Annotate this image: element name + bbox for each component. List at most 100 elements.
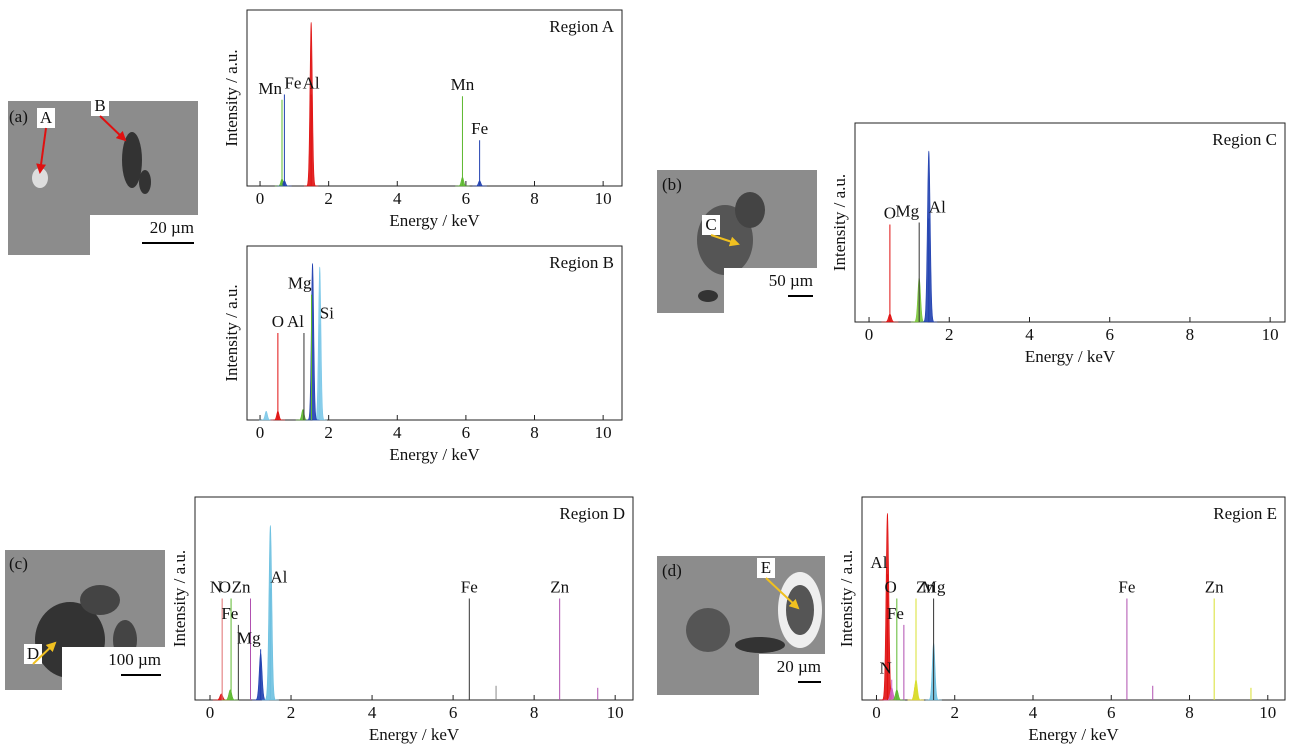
element-label: O	[219, 578, 231, 597]
element-label: Al	[270, 567, 287, 586]
x-tick-label: 4	[1029, 703, 1038, 722]
x-tick-label: 8	[1185, 703, 1194, 722]
element-label: N	[210, 578, 222, 597]
x-axis-label: Energy / keV	[1025, 347, 1116, 366]
element-label: Zn	[550, 578, 569, 597]
x-tick-label: 2	[324, 423, 333, 442]
plot-frame	[861, 496, 1286, 701]
x-tick-label: 8	[530, 189, 539, 208]
sem-feature	[735, 637, 785, 653]
panel-label: (a)	[9, 107, 28, 126]
x-tick-label: 6	[1105, 325, 1114, 344]
chart-title: Region D	[559, 504, 625, 523]
marker-arrow	[32, 641, 57, 665]
element-label: Al	[870, 553, 887, 572]
chart-title: Region C	[1212, 130, 1277, 149]
element-label: O	[272, 312, 284, 331]
element-label: Zn	[916, 578, 935, 597]
x-tick-label: 0	[865, 325, 874, 344]
scale-label: 50 µm	[769, 271, 813, 290]
x-axis-label: Energy / keV	[369, 725, 460, 744]
element-label: Fe	[1118, 578, 1135, 597]
x-tick-label: 8	[530, 703, 539, 722]
x-tick-label: 10	[607, 703, 624, 722]
x-tick-label: 2	[324, 189, 333, 208]
x-tick-label: 2	[287, 703, 296, 722]
element-label: Fe	[461, 578, 478, 597]
element-label: Mg	[237, 628, 261, 647]
scale-box	[90, 215, 198, 255]
plot-frame	[246, 245, 623, 421]
spectrum-peak	[295, 409, 311, 421]
element-label: Mg	[922, 578, 946, 597]
element-label: Zn	[1205, 578, 1224, 597]
x-tick-label: 10	[1259, 703, 1276, 722]
chart-title: Region B	[549, 253, 614, 272]
spectrum-peak	[259, 410, 274, 421]
region-marker: A	[40, 108, 53, 127]
region-marker: D	[27, 644, 39, 663]
x-tick-label: 10	[595, 189, 612, 208]
marker-arrow	[99, 115, 127, 142]
scale-box	[724, 268, 817, 313]
x-tick-label: 8	[1186, 325, 1195, 344]
chart-title: Region E	[1213, 504, 1277, 523]
sem-feature	[80, 585, 120, 615]
x-tick-label: 4	[368, 703, 377, 722]
marker-box	[37, 108, 55, 128]
x-tick-label: 2	[945, 325, 954, 344]
region-marker: E	[761, 558, 771, 577]
x-tick-label: 10	[1262, 325, 1279, 344]
marker-arrow	[36, 127, 47, 174]
y-axis-label: Intensity / a.u.	[222, 284, 241, 381]
panel-label: (c)	[9, 554, 28, 573]
y-axis-label: Intensity / a.u.	[222, 49, 241, 146]
element-label: Mn	[258, 79, 282, 98]
element-label: Fe	[471, 119, 488, 138]
plot-frame	[246, 9, 623, 187]
region-marker: B	[94, 96, 105, 115]
panel-label: (d)	[662, 561, 682, 580]
marker-box	[91, 96, 109, 116]
sem-feature	[139, 170, 151, 194]
x-axis-label: Energy / keV	[1028, 725, 1119, 744]
scale-label: 20 µm	[150, 218, 194, 237]
plot-frame	[194, 496, 634, 701]
y-axis-label: Intensity / a.u.	[170, 550, 189, 647]
x-tick-label: 0	[872, 703, 881, 722]
y-axis-label: Intensity / a.u.	[837, 550, 856, 647]
element-label: Fe	[887, 604, 904, 623]
element-label: Al	[929, 198, 946, 217]
marker-arrow	[765, 577, 800, 610]
x-tick-label: 10	[595, 423, 612, 442]
element-label: Al	[287, 312, 304, 331]
scale-box	[62, 647, 165, 690]
x-tick-label: 6	[462, 189, 471, 208]
x-axis-label: Energy / keV	[389, 211, 480, 230]
x-tick-label: 0	[256, 189, 265, 208]
element-label: Al	[303, 73, 320, 92]
x-tick-label: 0	[256, 423, 265, 442]
x-tick-label: 4	[1025, 325, 1034, 344]
marker-arrow	[710, 234, 740, 247]
x-tick-label: 6	[449, 703, 458, 722]
y-axis-label: Intensity / a.u.	[830, 174, 849, 271]
x-tick-label: 6	[1107, 703, 1116, 722]
x-tick-label: 4	[393, 189, 402, 208]
element-label: Mg	[896, 202, 920, 221]
scale-label: 100 µm	[108, 650, 161, 669]
x-axis-label: Energy / keV	[389, 445, 480, 464]
element-label: O	[884, 203, 896, 222]
element-label: O	[885, 578, 897, 597]
spectrum-peak	[221, 689, 239, 701]
x-tick-label: 0	[206, 703, 215, 722]
sem-feature	[786, 585, 814, 635]
element-label: Zn	[232, 578, 251, 597]
marker-box	[702, 215, 720, 235]
sem-feature	[122, 132, 142, 188]
spectrum-peak	[305, 263, 320, 421]
sem-feature	[686, 608, 730, 652]
panel-label: (b)	[662, 175, 682, 194]
region-marker: C	[705, 215, 716, 234]
